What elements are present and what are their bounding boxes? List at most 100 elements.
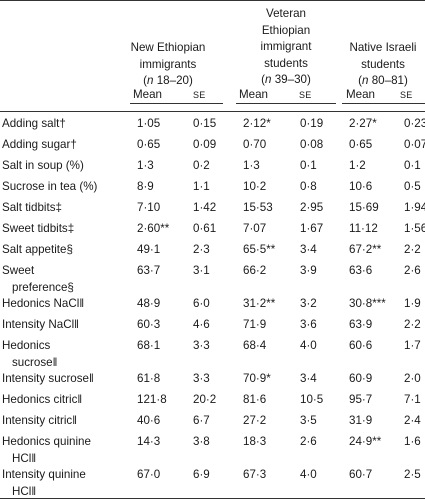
mean-cell: 40·6 xyxy=(137,413,160,430)
se-cell: 3·4 xyxy=(300,242,317,259)
se-cell: 6·9 xyxy=(193,467,210,484)
n-range: 18–20) xyxy=(154,74,193,87)
mean-cell: 7·07 xyxy=(243,221,266,238)
group-title-line: immigrant xyxy=(232,39,340,56)
mean-cell: 8·9 xyxy=(137,179,154,196)
se-cell: 2·3 xyxy=(193,242,210,259)
se-cell: 3·5 xyxy=(300,413,317,430)
mean-cell: 65·5** xyxy=(243,242,275,259)
se-cell: 4·0 xyxy=(300,338,317,355)
row-label-line: Sucrose in tea (%) xyxy=(2,179,97,196)
group-header-new-ethiopian: New Ethiopian immigrants (n 18–20) xyxy=(118,40,218,90)
mean-cell: 2·12* xyxy=(243,116,271,133)
mean-cell: 63·7 xyxy=(137,263,160,280)
col-header-mean-2: Mean xyxy=(239,88,268,101)
mean-cell: 7·10 xyxy=(137,200,160,217)
mean-cell: 68·1 xyxy=(137,338,160,355)
se-cell: 1·94 xyxy=(404,200,425,217)
se-cell: 0·1 xyxy=(404,158,421,175)
row-label-line: Hedonics citric‖ xyxy=(2,392,82,409)
mean-cell: 66·2 xyxy=(243,263,266,280)
se-cell: 0·2 xyxy=(193,158,210,175)
mean-cell: 14·3 xyxy=(137,434,160,451)
row-label: Intensity citric‖ xyxy=(2,413,77,430)
se-cell: 7·1 xyxy=(404,392,421,409)
mean-cell: 15·53 xyxy=(243,200,273,217)
n-range: 39–30) xyxy=(272,73,311,86)
se-cell: 10·5 xyxy=(300,392,323,409)
row-label: Salt appetite§ xyxy=(2,242,73,259)
group-underline-1 xyxy=(130,103,223,104)
se-cell: 2·4 xyxy=(404,413,421,430)
mean-cell: 11·12 xyxy=(349,221,378,238)
se-cell: 0·08 xyxy=(300,137,323,154)
row-label-line: Hedonics quinine xyxy=(2,434,91,451)
row-label: Sucrose in tea (%) xyxy=(2,179,97,196)
row-label-line: Sweet xyxy=(2,263,74,280)
row-label: Intensity NaCl‖ xyxy=(2,317,79,334)
mean-cell: 67·3 xyxy=(243,467,266,484)
se-cell: 1·7 xyxy=(404,338,421,355)
row-label-line: Salt tidbits‡ xyxy=(2,200,62,217)
se-cell: 0·07 xyxy=(404,137,425,154)
mean-cell: 2·60** xyxy=(137,221,169,238)
mean-cell: 30·8*** xyxy=(349,296,386,313)
se-cell: 3·1 xyxy=(193,263,210,280)
mean-cell: 70·9* xyxy=(243,371,271,388)
mean-cell: 0·65 xyxy=(349,137,372,154)
bottom-rule xyxy=(0,498,425,499)
col-header-se-2: SE xyxy=(299,90,312,100)
group-title-line: New Ethiopian xyxy=(118,40,218,57)
mean-cell: 71·9 xyxy=(243,317,266,334)
group-title-line: Native Israeli xyxy=(338,40,425,57)
mean-cell: 63·9 xyxy=(349,317,372,334)
se-cell: 0·8 xyxy=(300,179,317,196)
se-cell: 20·2 xyxy=(193,392,216,409)
mean-cell: 0·65 xyxy=(137,137,160,154)
row-label: Adding sugar† xyxy=(2,137,77,154)
mean-cell: 48·9 xyxy=(137,296,160,313)
row-label-line: Hedonics NaCl‖ xyxy=(2,296,84,313)
group-underline-2 xyxy=(236,103,336,104)
mean-cell: 63·6 xyxy=(349,263,372,280)
se-cell: 0·23 xyxy=(404,116,425,133)
se-cell: 4·0 xyxy=(300,467,317,484)
row-label-line: Salt in soup (%) xyxy=(2,158,84,175)
mean-cell: 60·7 xyxy=(349,467,372,484)
col-header-mean-3: Mean xyxy=(346,88,375,101)
se-cell: 0·09 xyxy=(193,137,216,154)
row-label: Salt in soup (%) xyxy=(2,158,84,175)
se-cell: 4·6 xyxy=(193,317,210,334)
mean-cell: 10·2 xyxy=(243,179,266,196)
row-label-line: Adding sugar† xyxy=(2,137,77,154)
col-header-se-1: SE xyxy=(193,90,206,100)
se-cell: 2·6 xyxy=(300,434,317,451)
mean-cell: 1·05 xyxy=(137,116,160,133)
se-cell: 1·1 xyxy=(193,179,210,196)
se-cell: 3·6 xyxy=(300,317,317,334)
group-title-line: Veteran xyxy=(232,6,340,23)
col-header-se-3: SE xyxy=(400,90,413,100)
se-cell: 1·42 xyxy=(193,200,216,217)
row-label-line: Intensity sucrose‖ xyxy=(2,371,94,388)
se-cell: 2·95 xyxy=(300,200,323,217)
group-title-line: Ethiopian xyxy=(232,23,340,40)
mean-cell: 31·2** xyxy=(243,296,275,313)
row-label-line: Adding salt† xyxy=(2,116,66,133)
se-cell: 2·0 xyxy=(404,371,421,388)
mean-cell: 60·3 xyxy=(137,317,160,334)
se-cell: 1·67 xyxy=(300,221,323,238)
se-cell: 0·61 xyxy=(193,221,216,238)
mean-cell: 1·3 xyxy=(137,158,154,175)
col-header-mean-1: Mean xyxy=(133,88,162,101)
